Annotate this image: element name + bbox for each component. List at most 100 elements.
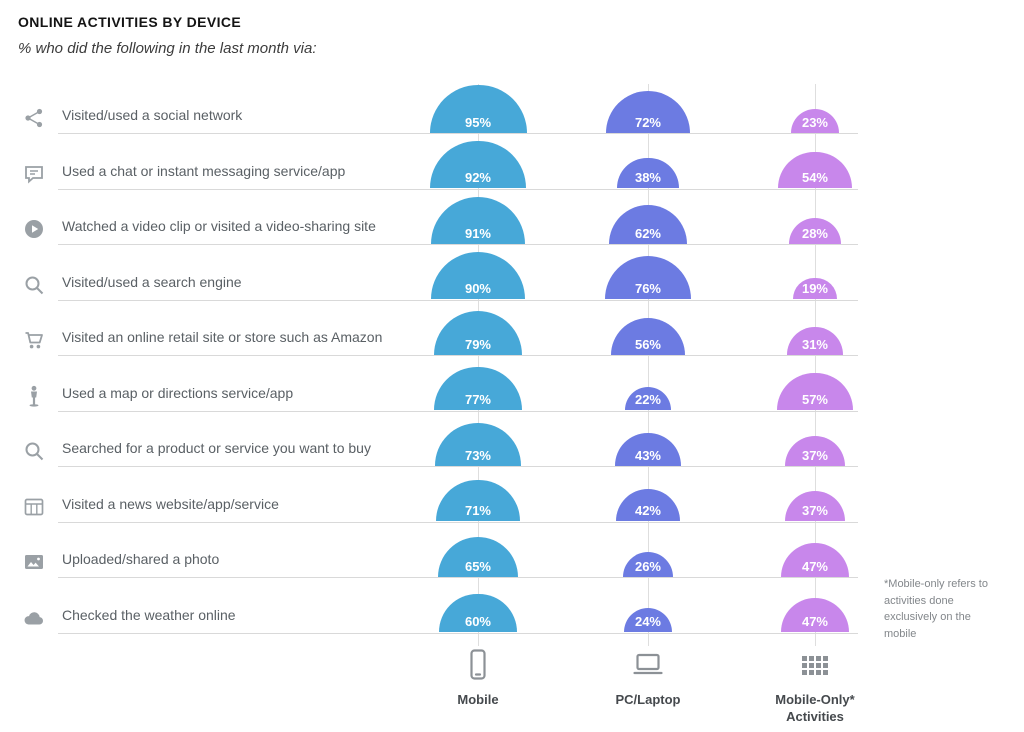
activity-label: Used a chat or instant messaging service… <box>62 162 346 179</box>
column-guide-line-pc-laptop <box>647 84 649 646</box>
value-label: 60% <box>464 614 491 630</box>
page-subtitle: % who did the following in the last mont… <box>18 40 317 57</box>
column-guide-line-mobile <box>477 84 479 646</box>
bubble-mobile-only-activities: 47% <box>780 542 850 577</box>
search-icon <box>22 273 46 297</box>
value-label: 95% <box>464 115 492 130</box>
value-label: 72% <box>634 114 661 130</box>
photo-icon <box>22 550 46 574</box>
row-baseline <box>58 521 858 523</box>
bubble-mobile-only-activities: 37% <box>784 435 846 466</box>
bubble-pc-laptop: 26% <box>622 551 674 577</box>
value-label: 37% <box>801 503 828 519</box>
row-baseline <box>58 632 858 634</box>
bubble-mobile-only-activities: 47% <box>780 598 850 633</box>
value-label: 79% <box>464 336 491 352</box>
activity-label: Visited/used a social network <box>62 107 243 123</box>
activity-label: Watched a video clip or visited a video-… <box>62 218 376 234</box>
bubble-mobile: 65% <box>437 536 519 577</box>
mobile-phone-icon <box>461 648 495 682</box>
value-label: 47% <box>801 558 828 574</box>
value-label: 92% <box>464 170 491 186</box>
value-label: 43% <box>634 447 661 463</box>
bubble-pc-laptop: 56% <box>610 317 686 355</box>
value-label: 22% <box>634 392 661 408</box>
bubble-pc-laptop: 72% <box>605 90 691 133</box>
value-label: 54% <box>801 170 828 186</box>
activity-label: Visited an online retail site or store s… <box>62 329 383 345</box>
bubble-mobile: 91% <box>430 196 526 244</box>
bubble-pc-laptop: 43% <box>615 433 681 466</box>
row-baseline <box>58 466 858 467</box>
bubble-mobile: 60% <box>439 593 517 633</box>
column-label-mobile: Mobile <box>457 692 499 707</box>
page-title: ONLINE ACTIVITIES BY DEVICE <box>18 14 242 30</box>
bubble-mobile-only-activities: 57% <box>777 372 853 411</box>
value-label: 47% <box>801 614 828 630</box>
news-icon <box>22 495 46 519</box>
bubble-mobile: 95% <box>429 84 527 133</box>
grid-dots-icon <box>798 648 832 682</box>
value-label: 65% <box>464 558 491 574</box>
column-label-pc-laptop: PC/Laptop <box>615 692 681 707</box>
bubble-pc-laptop: 76% <box>604 256 692 300</box>
row-baseline <box>58 299 858 301</box>
activity-label: Uploaded/shared a photo <box>62 551 220 567</box>
value-label: 28% <box>801 225 828 241</box>
value-label: 77% <box>464 392 491 408</box>
value-label: 42% <box>634 503 661 519</box>
chat-icon <box>22 162 46 186</box>
value-label: 62% <box>634 225 661 241</box>
weather-icon <box>22 606 46 630</box>
bubble-mobile: 77% <box>434 366 522 411</box>
value-label: 24% <box>634 614 661 630</box>
bubble-pc-laptop: 38% <box>617 157 679 189</box>
row-baseline <box>58 188 858 190</box>
value-label: 19% <box>801 281 828 297</box>
value-label: 76% <box>634 281 661 297</box>
activity-label: Visited/used a search engine <box>62 273 242 290</box>
bubble-mobile: 92% <box>430 140 526 189</box>
bubble-mobile: 79% <box>433 310 523 355</box>
search-icon <box>22 439 46 463</box>
column-label-mobile-only-activities: Mobile-Only* Activities <box>775 692 855 724</box>
map-person-icon <box>22 384 46 408</box>
activity-label: Checked the weather online <box>62 606 236 623</box>
bubble-pc-laptop: 22% <box>624 387 672 411</box>
value-label: 23% <box>801 114 828 130</box>
value-label: 57% <box>801 392 828 408</box>
laptop-icon <box>631 648 665 682</box>
bubble-mobile-only-activities: 37% <box>784 491 846 522</box>
value-label: 56% <box>634 336 661 352</box>
bubble-mobile-only-activities: 19% <box>793 277 837 300</box>
bubble-mobile-only-activities: 54% <box>778 151 852 189</box>
bubble-pc-laptop: 42% <box>615 489 681 522</box>
bubble-mobile: 90% <box>430 252 526 300</box>
bubble-mobile-only-activities: 31% <box>787 327 843 355</box>
bubble-mobile-only-activities: 28% <box>788 217 842 244</box>
share-icon <box>22 106 46 130</box>
row-baseline <box>58 355 858 356</box>
activity-label: Used a map or directions service/app <box>62 384 294 401</box>
value-label: 90% <box>464 281 491 297</box>
value-label: 38% <box>634 170 661 186</box>
value-label: 91% <box>464 225 491 241</box>
value-label: 37% <box>801 447 828 463</box>
play-icon <box>22 217 46 241</box>
bubble-mobile: 71% <box>436 479 520 522</box>
row-baseline <box>58 244 858 245</box>
activity-label: Searched for a product or service you wa… <box>62 440 371 456</box>
value-label: 31% <box>801 336 828 352</box>
value-label: 26% <box>634 558 661 574</box>
cart-icon <box>22 328 46 352</box>
value-label: 71% <box>464 503 491 519</box>
bubble-mobile: 73% <box>435 423 521 466</box>
footnote: *Mobile-only refers to activities done e… <box>884 578 988 640</box>
bubble-pc-laptop: 24% <box>623 608 673 633</box>
activity-label: Visited a news website/app/service <box>62 495 279 512</box>
bubble-mobile-only-activities: 23% <box>791 109 839 133</box>
bubble-pc-laptop: 62% <box>608 204 688 244</box>
row-baseline <box>58 577 858 578</box>
